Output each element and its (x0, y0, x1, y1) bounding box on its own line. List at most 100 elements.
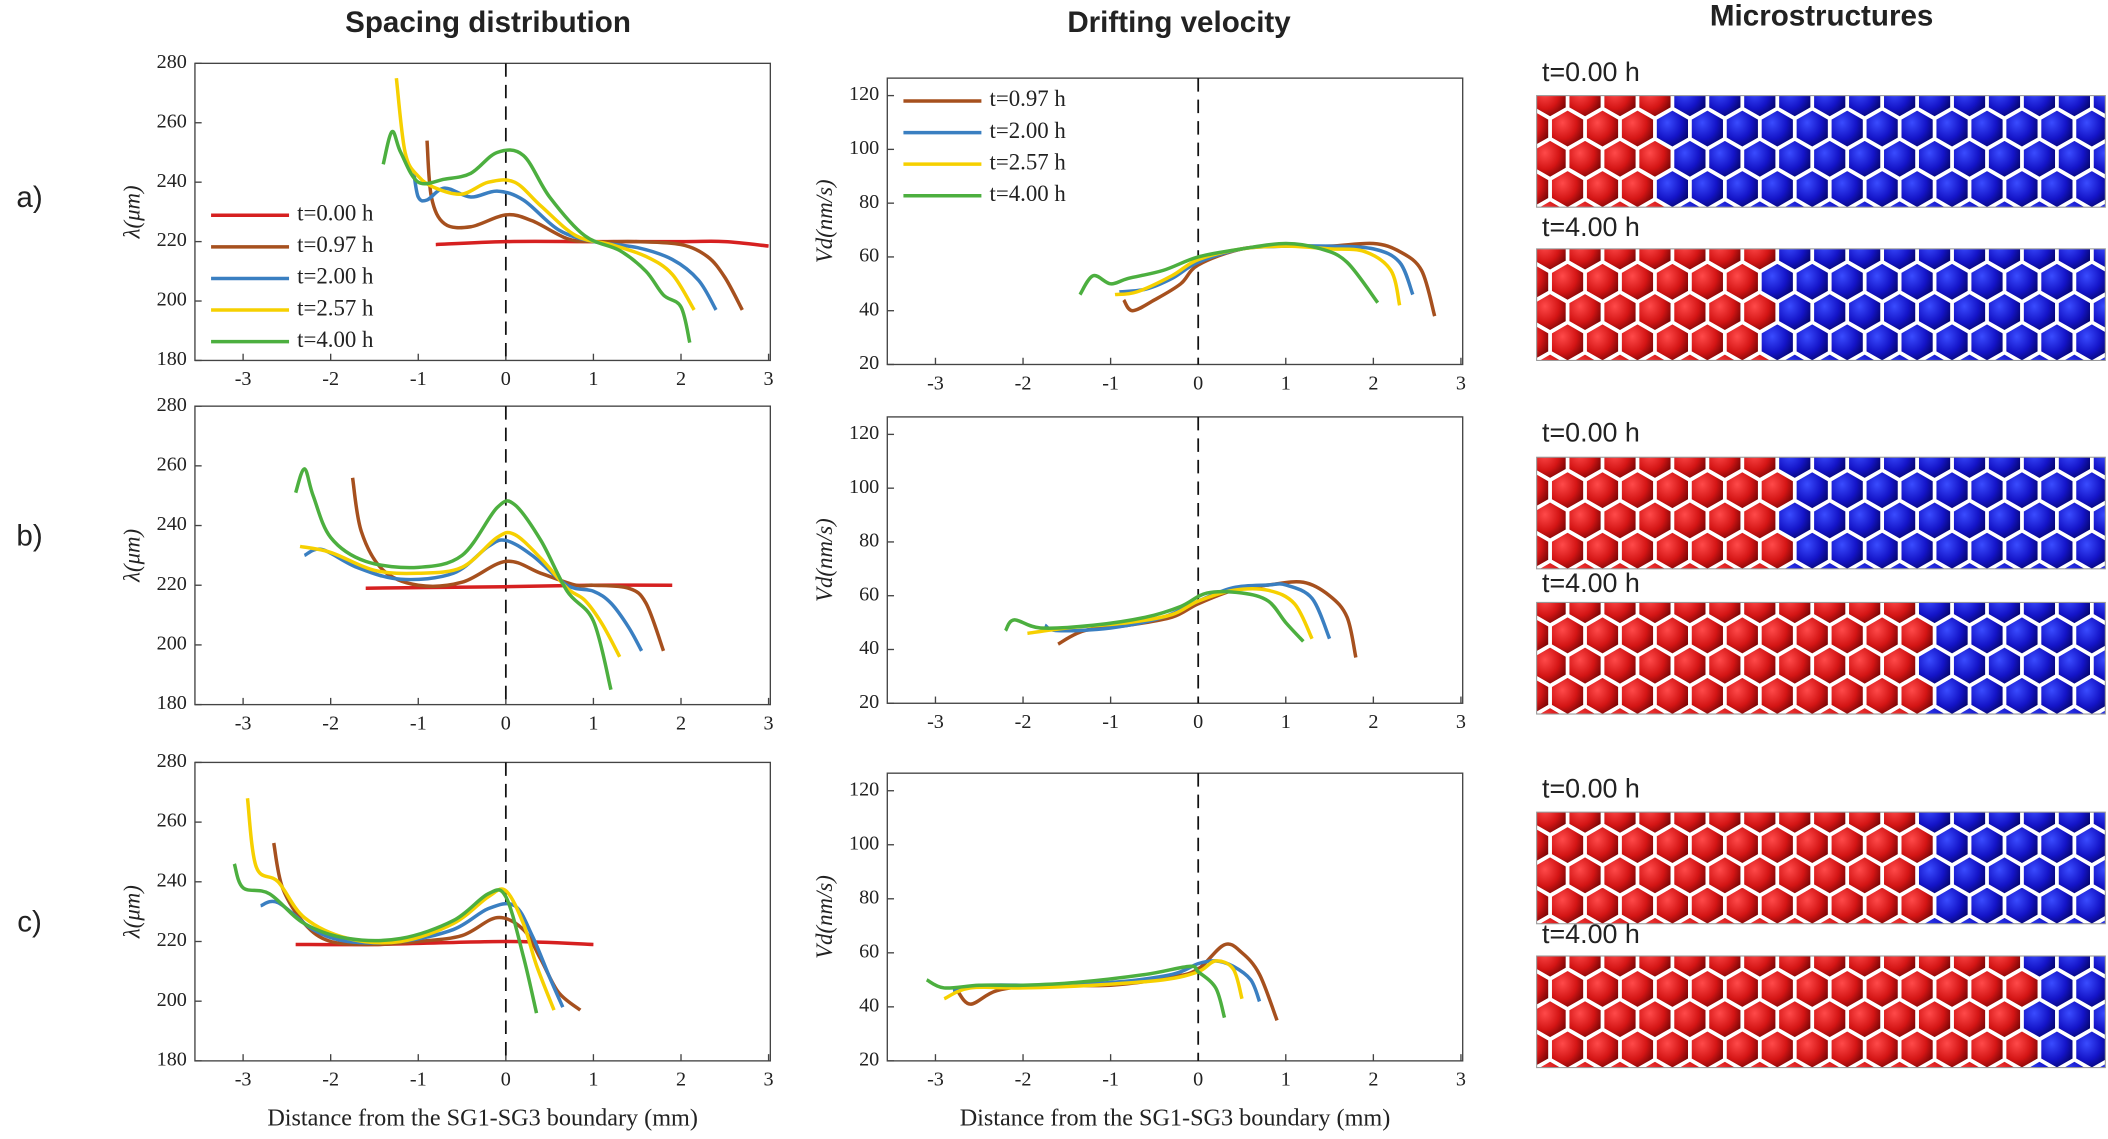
grain (1779, 705, 1811, 715)
grain (2073, 167, 2106, 208)
grain (1954, 198, 1985, 208)
grain (1779, 559, 1811, 569)
grain (1744, 559, 1776, 569)
y-axis-label: Vd(nm/s) (812, 179, 837, 263)
y-tick-label: 120 (849, 422, 879, 444)
microstructure-label: t=0.00 h (1542, 57, 1640, 87)
grain (2058, 351, 2090, 361)
grain (2091, 248, 2106, 271)
grain (1604, 351, 1636, 361)
microstructure-image (1536, 95, 2106, 208)
grain (1498, 586, 1532, 625)
grain (2073, 674, 2106, 715)
x-axis-label: Distance from the SG1-SG3 boundary (mm) (267, 1105, 698, 1132)
grain (1814, 1058, 1846, 1068)
row-label: b) (16, 520, 42, 553)
legend-label: t=0.97 h (989, 86, 1066, 111)
grain (1498, 293, 1532, 332)
grain (1709, 351, 1741, 361)
column-title: Microstructures (1710, 0, 1933, 32)
grain (1498, 1000, 1532, 1039)
grain (1536, 351, 1566, 361)
grain (2023, 705, 2055, 715)
grain (1639, 198, 1671, 208)
x-tick-label: -1 (1102, 1069, 1119, 1091)
plot-frame (886, 416, 1464, 704)
grain (1498, 646, 1532, 685)
x-tick-label: 0 (1193, 1069, 1203, 1091)
plot-frame (886, 77, 1464, 366)
x-tick-label: 0 (1193, 711, 1203, 733)
x-tick-label: -3 (927, 711, 944, 733)
x-tick-label: 2 (1368, 1069, 1378, 1091)
grain (1989, 198, 2020, 208)
grain (1709, 198, 1741, 208)
grain (1954, 914, 1985, 924)
y-tick-label: 120 (849, 778, 879, 800)
grain (2093, 562, 2106, 569)
microstructure-image (1498, 956, 2106, 1099)
x-tick-label: 2 (676, 1069, 686, 1091)
microstructure-frame (1536, 248, 2106, 361)
y-tick-label: 80 (859, 191, 879, 213)
data-line (350, 477, 666, 652)
grain (1954, 1058, 1985, 1068)
grain (1919, 1058, 1951, 1068)
x-tick-label: 1 (588, 368, 598, 390)
data-line (299, 530, 622, 658)
grain (2058, 559, 2090, 569)
microstructure-image (1498, 586, 2106, 715)
y-tick-label: 100 (849, 832, 879, 854)
grain (1498, 1060, 1532, 1099)
grain (1884, 198, 1916, 208)
x-tick-label: -3 (927, 372, 944, 394)
y-axis-label: λ(μm) (120, 885, 145, 939)
data-line (1004, 589, 1305, 643)
x-tick-label: 3 (764, 368, 774, 390)
microstructure-frame (1536, 95, 2106, 208)
x-tick-label: -2 (322, 368, 339, 390)
y-axis-label: λ(μm) (120, 185, 145, 239)
y-tick-label: 40 (859, 994, 879, 1016)
x-tick-label: -1 (410, 712, 427, 734)
legend-label: t=2.00 h (297, 264, 374, 289)
column-title: Spacing distribution (345, 6, 631, 39)
grain (2091, 140, 2106, 178)
grain (2058, 198, 2090, 208)
data-line (425, 140, 744, 311)
grain (1536, 1058, 1566, 1068)
grain (2091, 1000, 2106, 1038)
grain (2023, 351, 2055, 361)
y-tick-label: 80 (859, 886, 879, 908)
x-tick-label: 2 (676, 368, 686, 390)
x-tick-label: -3 (235, 1069, 252, 1091)
y-tick-label: 220 (157, 573, 187, 595)
y-axis-label: Vd(nm/s) (812, 518, 837, 602)
microstructure-label: t=4.00 h (1542, 919, 1640, 949)
grain (1674, 559, 1706, 569)
y-tick-label: 260 (157, 110, 187, 132)
grain (2091, 501, 2106, 540)
grain (1989, 1058, 2020, 1068)
x-tick-label: 2 (1368, 372, 1378, 394)
grain (2093, 200, 2106, 208)
x-tick-label: 1 (588, 1069, 598, 1091)
microstructure-label: t=0.00 h (1542, 774, 1640, 804)
grain (1779, 198, 1811, 208)
grain (2058, 914, 2090, 924)
grain (1498, 353, 1532, 392)
x-tick-label: -3 (235, 368, 252, 390)
grain (1919, 705, 1951, 715)
x-tick-label: 2 (1368, 711, 1378, 733)
legend-label: t=2.57 h (297, 295, 374, 320)
x-tick-label: 3 (1456, 372, 1466, 394)
grain (2023, 1058, 2055, 1068)
x-tick-label: -1 (410, 368, 427, 390)
grain (2093, 353, 2106, 361)
x-tick-label: 2 (676, 712, 686, 734)
grain (1744, 198, 1776, 208)
grain (1849, 198, 1881, 208)
y-tick-label: 40 (859, 298, 879, 320)
grain (1919, 198, 1951, 208)
y-tick-label: 120 (849, 83, 879, 105)
